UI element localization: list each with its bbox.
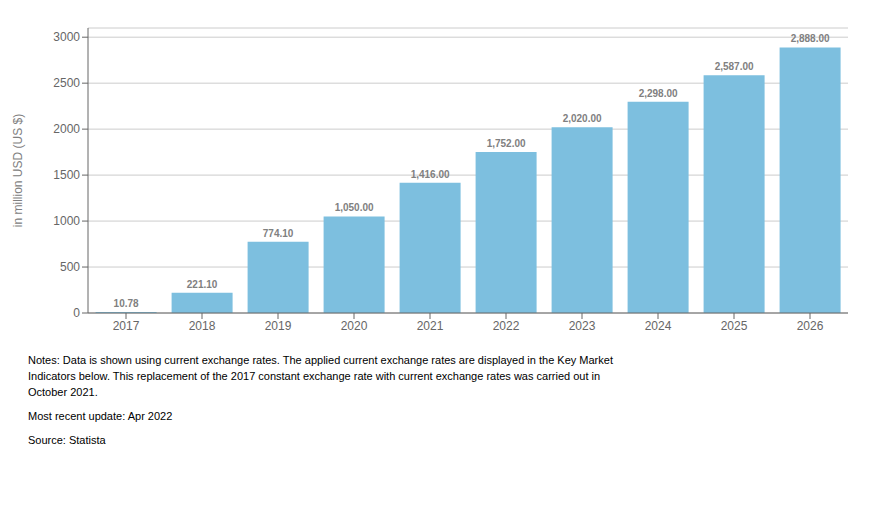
svg-text:2024: 2024 [645,319,672,333]
svg-text:2018: 2018 [189,319,216,333]
svg-text:2025: 2025 [721,319,748,333]
svg-text:221.10: 221.10 [187,279,218,290]
svg-text:2,888.00: 2,888.00 [791,33,830,44]
svg-text:2023: 2023 [569,319,596,333]
svg-text:2026: 2026 [797,319,824,333]
svg-text:2,587.00: 2,587.00 [715,61,754,72]
svg-text:774.10: 774.10 [263,228,294,239]
svg-text:2500: 2500 [53,76,80,90]
svg-text:500: 500 [60,260,80,274]
svg-text:2019: 2019 [265,319,292,333]
svg-text:2,020.00: 2,020.00 [563,113,602,124]
svg-text:2021: 2021 [417,319,444,333]
svg-text:2017: 2017 [113,319,140,333]
html-text:Notes: Data is shown using cur: Notes: Data is shown using current excha… [28,354,613,366]
svg-text:2022: 2022 [493,319,520,333]
svg-text:3000: 3000 [53,30,80,44]
svg-text:in million USD (US $): in million USD (US $) [11,114,25,227]
svg-text:1500: 1500 [53,168,80,182]
html-text:Source: Statista: Source: Statista [28,434,106,446]
html-text:Most recent update: Apr 2022: Most recent update: Apr 2022 [28,410,173,422]
svg-text:1,752.00: 1,752.00 [487,138,526,149]
svg-text:10.78: 10.78 [114,298,139,309]
svg-text:0: 0 [73,306,80,320]
html-text:October 2021.: October 2021. [28,386,98,398]
svg-text:1000: 1000 [53,214,80,228]
svg-text:2000: 2000 [53,122,80,136]
html-text:Indicators below. This replace: Indicators below. This replacement of th… [28,370,601,382]
svg-text:2020: 2020 [341,319,368,333]
svg-text:2,298.00: 2,298.00 [639,88,678,99]
svg-text:1,050.00: 1,050.00 [335,202,374,213]
svg-text:1,416.00: 1,416.00 [411,169,450,180]
